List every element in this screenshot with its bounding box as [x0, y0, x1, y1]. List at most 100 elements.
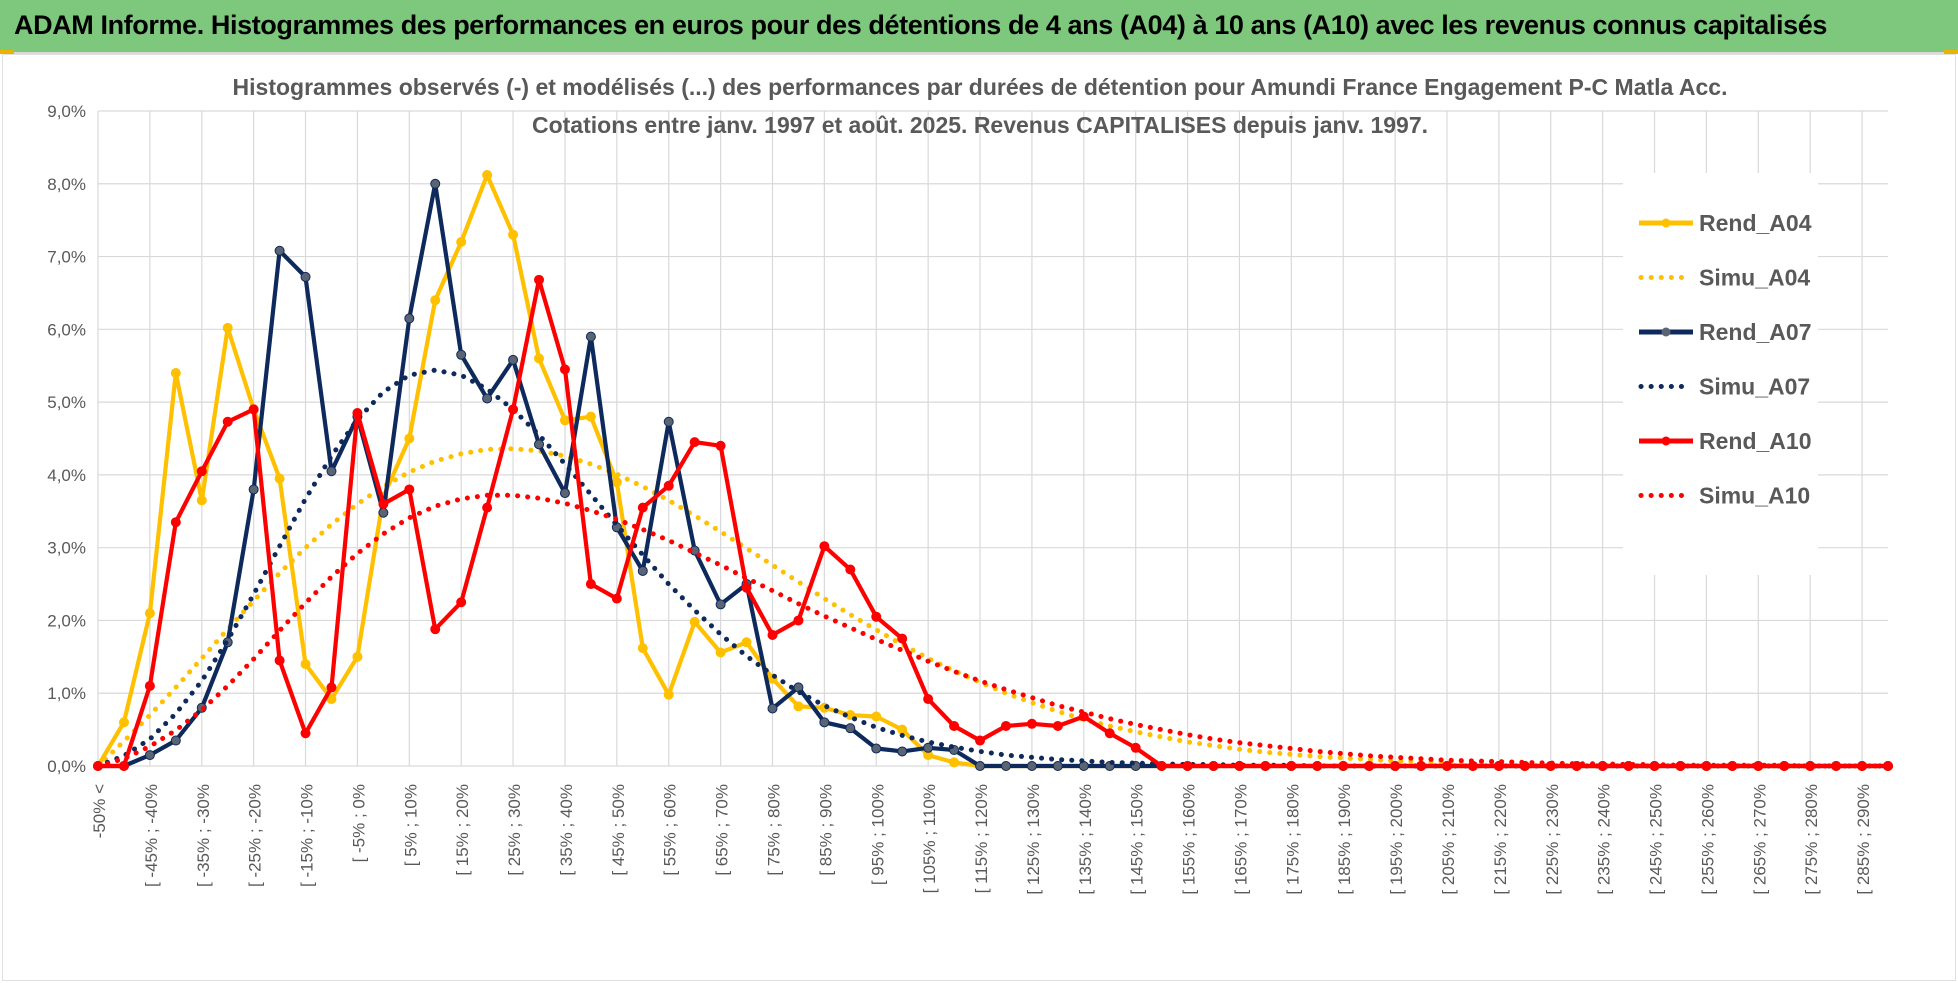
legend-label: Simu_A10: [1699, 483, 1810, 509]
data-point: [611, 477, 622, 488]
data-point: [508, 404, 519, 415]
x-tick-label: [ -5% ; 0%: [349, 784, 368, 862]
data-point: [196, 466, 207, 477]
x-axis-ticks: -50% < [ -45% ; -40% [ -35% ; -30% [ -25% ;…: [90, 784, 1873, 895]
x-tick-label: [ 235% ; 240%: [1595, 784, 1614, 895]
x-tick-label: [ 185% ; 190%: [1335, 784, 1354, 895]
data-point: [897, 746, 908, 757]
legend-item-simu-a10: Simu_A10: [1638, 483, 1810, 509]
data-point: [897, 633, 908, 644]
corner-mark-left: [0, 50, 14, 54]
data-point: [559, 364, 570, 375]
legend-item-simu-a04: Simu_A04: [1638, 265, 1810, 291]
data-point: [222, 416, 233, 427]
data-point: [222, 322, 233, 333]
data-point: [274, 245, 285, 256]
y-tick-label: 5,0%: [47, 393, 86, 412]
x-tick-label: [ 215% ; 220%: [1491, 784, 1510, 895]
data-point: [170, 368, 181, 378]
data-point: [559, 488, 570, 499]
legend-label: Rend_A04: [1699, 210, 1812, 236]
data-point: [326, 682, 337, 693]
data-point: [559, 415, 570, 426]
legend-marker: [1661, 436, 1671, 446]
data-point: [1052, 761, 1063, 771]
data-point: [326, 466, 337, 477]
data-point: [1208, 761, 1219, 771]
y-tick-label: 4,0%: [47, 466, 86, 485]
data-point: [1390, 761, 1401, 771]
data-point: [300, 659, 311, 670]
data-point: [1312, 761, 1323, 771]
legend-marker: [1661, 327, 1671, 337]
x-tick-label: -50% <: [90, 784, 109, 838]
data-point: [456, 349, 467, 360]
legend-item-rend-a04: Rend_A04: [1639, 210, 1812, 236]
data-point: [663, 416, 674, 427]
series-line: [95, 492, 1891, 769]
data-point: [170, 735, 181, 746]
legend-label: Rend_A10: [1699, 428, 1811, 454]
data-point: [1156, 761, 1167, 771]
data-point: [378, 499, 389, 509]
data-point: [1416, 761, 1427, 771]
data-point: [793, 682, 804, 693]
chart-legend: Rend_A04 Simu_A04 Rend_A07 Simu_A07 Rend_A10…: [1638, 210, 1812, 509]
chart-grid: [97, 110, 1888, 767]
data-point: [1026, 718, 1037, 729]
x-tick-label: [ -25% ; -20%: [246, 784, 265, 887]
data-point: [430, 624, 441, 635]
legend-item-rend-a07: Rend_A07: [1639, 319, 1811, 345]
data-point: [1182, 761, 1193, 771]
data-point: [949, 757, 960, 768]
data-point: [404, 433, 415, 444]
data-point: [1260, 761, 1271, 771]
data-point: [300, 728, 311, 739]
data-point: [144, 750, 155, 761]
data-point: [1338, 761, 1349, 771]
data-point: [1000, 720, 1011, 731]
x-tick-label: [ 225% ; 230%: [1543, 784, 1562, 895]
legend-label: Rend_A07: [1699, 319, 1811, 345]
x-tick-label: [ 75% ; 80%: [764, 784, 783, 876]
data-point: [637, 565, 648, 576]
data-point: [196, 495, 207, 506]
data-point: [1104, 728, 1115, 739]
y-tick-label: 3,0%: [47, 539, 86, 558]
legend-item-simu-a07: Simu_A07: [1638, 374, 1810, 400]
chart-title: Histogrammes observés (-) et modélisés (…: [233, 74, 1728, 100]
x-tick-label: [ 135% ; 140%: [1076, 784, 1095, 895]
x-tick-label: [ 5% ; 10%: [401, 784, 420, 866]
x-tick-label: [ 35% ; 40%: [557, 784, 576, 876]
data-point: [871, 711, 882, 722]
page-header: ADAM Informe. Histogrammes des performan…: [0, 0, 1958, 54]
legend-box: [1623, 173, 1818, 575]
legend-label: Simu_A07: [1699, 374, 1810, 400]
data-point: [1286, 761, 1297, 771]
x-tick-label: [ 95% ; 100%: [868, 784, 887, 885]
x-tick-label: [ 175% ; 180%: [1283, 784, 1302, 895]
x-tick-label: [ 115% ; 120%: [972, 784, 991, 893]
data-point: [118, 761, 129, 771]
data-point: [611, 593, 622, 604]
y-tick-label: 2,0%: [47, 611, 86, 630]
x-tick-label: [ -15% ; -10%: [298, 784, 317, 887]
x-tick-label: [ 255% ; 260%: [1698, 784, 1717, 895]
series-simu-a07: [95, 367, 1891, 769]
chart-frame: Histogrammes observés (-) et modélisés (…: [2, 54, 1956, 981]
data-point: [482, 502, 493, 513]
data-point: [715, 647, 726, 658]
x-tick-label: [ 275% ; 280%: [1802, 784, 1821, 895]
data-point: [274, 655, 285, 666]
x-tick-label: [ 205% ; 210%: [1439, 784, 1458, 895]
data-point: [534, 353, 545, 364]
legend-marker: [1661, 218, 1671, 228]
data-point: [715, 599, 726, 610]
data-point: [508, 354, 519, 365]
data-point: [430, 295, 441, 306]
x-tick-label: [ 85% ; 90%: [816, 784, 835, 876]
data-point: [585, 579, 596, 590]
data-point: [845, 564, 856, 575]
legend-label: Simu_A04: [1699, 265, 1810, 291]
x-tick-label: [ 105% ; 110%: [920, 784, 939, 893]
